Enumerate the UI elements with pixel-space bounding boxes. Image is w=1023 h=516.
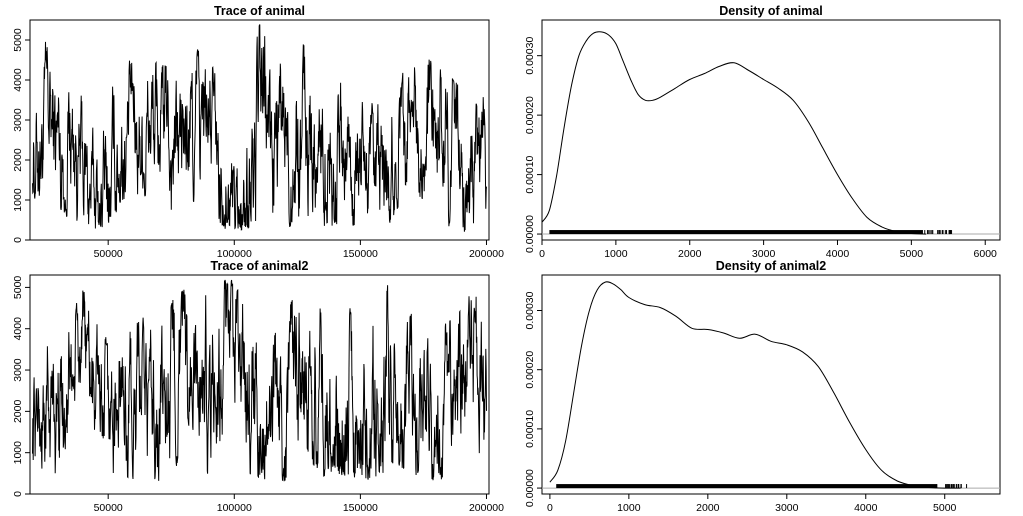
y-tick-label: 4000 [12, 68, 24, 92]
x-tick-label: 1000 [617, 502, 641, 514]
x-tick-label: 50000 [94, 248, 123, 260]
x-tick-label: 100000 [217, 502, 252, 514]
panel-trace-animal: Trace of animal 50000 100000 150000 200000 0 1… [12, 4, 504, 260]
y-tick-label: 0.00010 [524, 155, 536, 193]
y-tick-label: 0.00020 [524, 351, 536, 389]
y-tick-label: 0.00030 [524, 291, 536, 329]
y-tick-label: 0 [12, 491, 24, 497]
x-tick-label: 150000 [343, 502, 378, 514]
y-tick-label: 2000 [12, 148, 24, 172]
density-curve [541, 31, 927, 235]
y-tick-label: 0.00030 [524, 37, 536, 75]
x-tick-label: 2000 [678, 248, 702, 260]
y-tick-label: 1000 [12, 441, 24, 465]
x-tick-label: 200000 [469, 502, 504, 514]
plot-frame [29, 19, 490, 241]
x-tick-label: 3000 [775, 502, 799, 514]
x-tick-label: 4000 [854, 502, 878, 514]
y-tick-label: 3000 [12, 108, 24, 132]
y-tick-label: 0.00000 [524, 469, 536, 507]
plot-frame [541, 274, 1001, 495]
y-tick-label: 0.00020 [524, 96, 536, 134]
y-tick-label: 3000 [12, 358, 24, 382]
x-tick-label: 1000 [604, 248, 628, 260]
x-tick-label: 0 [539, 248, 545, 260]
rug-band [549, 230, 923, 235]
chart-title: Density of animal2 [716, 259, 826, 273]
x-tick-label: 5000 [900, 248, 924, 260]
x-tick-label: 6000 [974, 248, 998, 260]
y-tick-label: 5000 [12, 276, 24, 300]
y-tick-label: 0.00000 [524, 215, 536, 253]
y-tick-label: 0.00010 [524, 410, 536, 448]
plot-frame [29, 274, 490, 495]
rug-band [556, 484, 937, 489]
trace-line [32, 24, 487, 232]
x-tick-label: 100000 [217, 248, 252, 260]
y-tick-label: 4000 [12, 317, 24, 341]
panel-density-animal: Density of animal 0 1000 2000 3000 4000 5000 60… [524, 4, 1001, 260]
x-tick-label: 200000 [469, 248, 504, 260]
y-tick-label: 5000 [12, 28, 24, 52]
x-tick-label: 3000 [752, 248, 776, 260]
chart-title: Trace of animal2 [211, 259, 309, 273]
chart-title: Trace of animal [214, 4, 305, 18]
density-curve [549, 281, 961, 489]
y-tick-label: 0 [12, 237, 24, 243]
panel-density-animal2: Density of animal2 0 1000 2000 3000 4000 5000 0… [524, 259, 1001, 514]
x-tick-label: 50000 [94, 502, 123, 514]
x-tick-label: 4000 [826, 248, 850, 260]
panel-trace-animal2: Trace of animal2 50000 100000 150000 200000 0… [12, 259, 504, 514]
trace-line [32, 279, 487, 482]
plot-frame [541, 19, 1001, 241]
y-tick-label: 2000 [12, 400, 24, 424]
x-tick-label: 2000 [696, 502, 720, 514]
chart-title: Density of animal [719, 4, 823, 18]
x-tick-label: 5000 [933, 502, 957, 514]
x-tick-label: 150000 [343, 248, 378, 260]
x-tick-label: 0 [547, 502, 553, 514]
y-tick-label: 1000 [12, 188, 24, 212]
